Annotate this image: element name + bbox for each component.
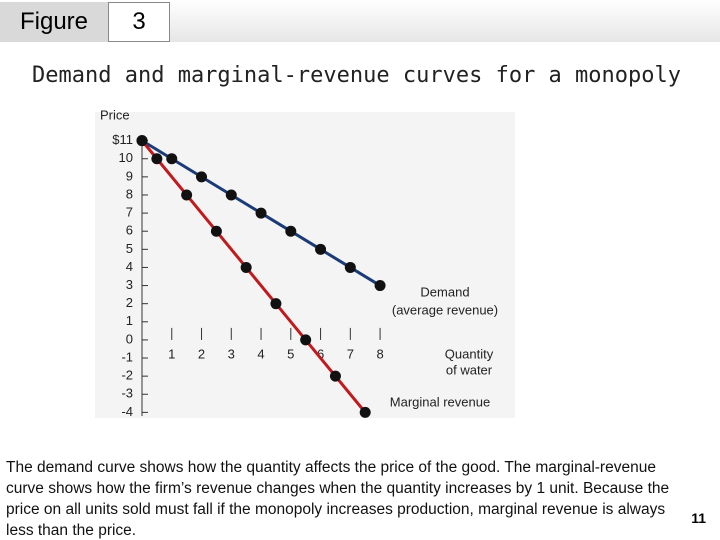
y-tick-label: 10 bbox=[119, 150, 133, 165]
caption: The demand curve shows how the quantity … bbox=[6, 459, 670, 539]
x-tick-label: 5 bbox=[287, 346, 294, 361]
data-point bbox=[181, 189, 193, 201]
chart: Demand and marginal-revenue curves for a… bbox=[32, 63, 681, 419]
data-point bbox=[315, 243, 327, 255]
y-tick-label: 4 bbox=[126, 259, 133, 274]
data-point bbox=[136, 135, 148, 147]
y-tick-label: -4 bbox=[121, 404, 133, 419]
series-label: Marginal revenue bbox=[390, 394, 490, 409]
y-tick-label: 7 bbox=[126, 205, 133, 220]
y-tick-label: 0 bbox=[126, 331, 133, 346]
data-point bbox=[225, 189, 237, 201]
data-point bbox=[344, 261, 356, 273]
y-tick-label: 3 bbox=[126, 277, 133, 292]
y-tick-label: -1 bbox=[121, 349, 133, 364]
data-point bbox=[166, 153, 178, 165]
data-point bbox=[374, 280, 386, 292]
series-label: Demand bbox=[420, 284, 469, 299]
y-tick-label: 9 bbox=[126, 168, 133, 183]
x-tick-label: 7 bbox=[347, 346, 354, 361]
x-tick-label: 6 bbox=[317, 346, 324, 361]
x-tick-label: 2 bbox=[198, 346, 205, 361]
x-axis-label: Quantity bbox=[445, 346, 494, 361]
data-point bbox=[196, 171, 208, 183]
y-tick-label: 2 bbox=[126, 295, 133, 310]
chart-title: Demand and marginal-revenue curves for a… bbox=[32, 63, 681, 88]
y-tick-label: 5 bbox=[126, 241, 133, 256]
page-number: 11 bbox=[691, 510, 706, 526]
data-point bbox=[151, 153, 163, 165]
plot-background bbox=[95, 112, 515, 418]
x-tick-label: 8 bbox=[376, 346, 383, 361]
x-tick-label: 3 bbox=[228, 346, 235, 361]
data-point bbox=[359, 406, 371, 418]
y-tick-label: 1 bbox=[126, 313, 133, 328]
x-tick-label: 4 bbox=[257, 346, 264, 361]
y-axis-label: Price bbox=[100, 107, 130, 122]
series-label: (average revenue) bbox=[392, 302, 498, 317]
x-axis-label: of water bbox=[446, 362, 493, 377]
data-point bbox=[240, 261, 252, 273]
figure-label: Figure bbox=[0, 2, 108, 42]
y-tick-label: $11 bbox=[112, 132, 133, 147]
data-point bbox=[300, 334, 312, 346]
figure-number: 3 bbox=[108, 2, 170, 42]
data-point bbox=[329, 370, 341, 382]
data-point bbox=[285, 225, 297, 237]
data-point bbox=[210, 225, 222, 237]
data-point bbox=[255, 207, 267, 219]
y-tick-label: -2 bbox=[121, 368, 133, 383]
y-tick-label: -3 bbox=[121, 386, 133, 401]
x-tick-label: 1 bbox=[168, 346, 175, 361]
y-tick-label: 6 bbox=[126, 223, 133, 238]
y-tick-label: 8 bbox=[126, 186, 133, 201]
data-point bbox=[270, 298, 282, 310]
